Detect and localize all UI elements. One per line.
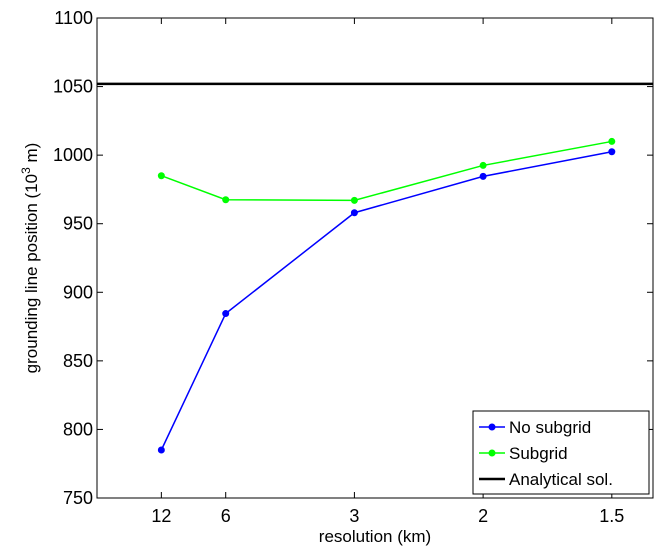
y-tick-label: 1050 (53, 77, 93, 97)
data-point-subgrid (222, 196, 230, 204)
y-axis-label-end: m) (22, 143, 41, 168)
y-axis-label: grounding line position (103 m) (19, 143, 41, 374)
x-tick-label: 6 (221, 506, 231, 526)
data-point-no-subgrid (608, 148, 616, 156)
x-tick-label: 2 (478, 506, 488, 526)
x-axis-label: resolution (km) (319, 527, 431, 546)
x-tick-label: 3 (349, 506, 359, 526)
data-point-subgrid (608, 137, 616, 145)
data-point-no-subgrid (350, 209, 358, 217)
y-tick-label: 950 (63, 214, 93, 234)
y-axis-label-superscript: 3 (19, 167, 33, 174)
series-line-subgrid (161, 140, 612, 202)
data-point-subgrid (350, 196, 358, 204)
plot-frame (96, 17, 654, 499)
y-axis-ticks: 750 800 850 900 950 1000 1050 1100 (53, 8, 653, 508)
y-tick-label: 1000 (53, 145, 93, 165)
y-tick-label: 800 (63, 419, 93, 439)
x-axis-ticks: 12 6 3 2 1.5 (151, 18, 624, 526)
data-point-subgrid (157, 172, 165, 180)
data-point-no-subgrid (222, 310, 230, 318)
y-axis-label-main: grounding line position (10 (22, 174, 41, 373)
data-point-no-subgrid (479, 172, 487, 180)
y-tick-label: 900 (63, 282, 93, 302)
plot-series-layer (97, 82, 653, 454)
y-tick-label: 750 (63, 488, 93, 508)
legend-marker-subgrid (488, 449, 496, 457)
legend: No subgrid Subgrid Analytical sol. (472, 410, 650, 495)
data-point-subgrid (479, 161, 487, 169)
x-tick-label: 1.5 (599, 506, 624, 526)
data-point-no-subgrid (157, 446, 165, 454)
legend-label-no-subgrid: No subgrid (509, 418, 591, 437)
x-tick-label: 12 (151, 506, 171, 526)
y-tick-label: 850 (63, 351, 93, 371)
legend-label-analytical-sol: Analytical sol. (509, 470, 613, 489)
series-line-no-subgrid (160, 150, 612, 451)
legend-label-subgrid: Subgrid (509, 444, 568, 463)
legend-marker-no-subgrid (488, 423, 496, 431)
y-tick-label: 1100 (54, 8, 93, 28)
